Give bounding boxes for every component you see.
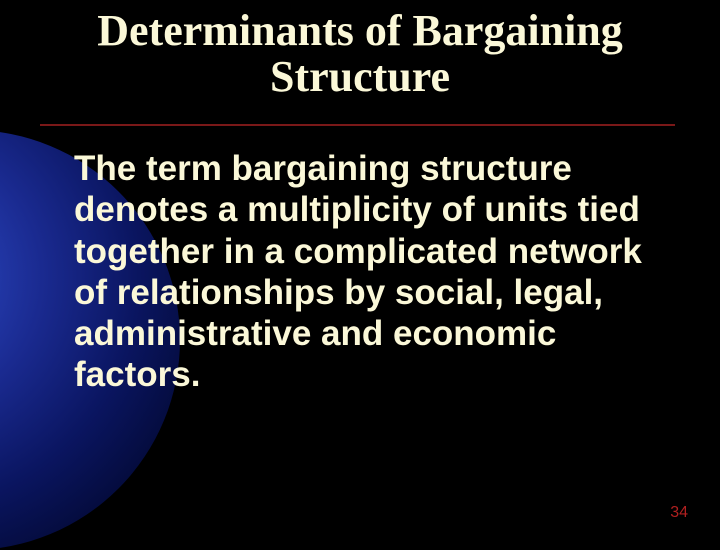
- slide-body-text: The term bargaining structure denotes a …: [74, 148, 650, 396]
- page-number: 34: [670, 504, 688, 522]
- title-divider: [40, 124, 675, 126]
- slide-title: Determinants of Bargaining Structure: [0, 8, 720, 100]
